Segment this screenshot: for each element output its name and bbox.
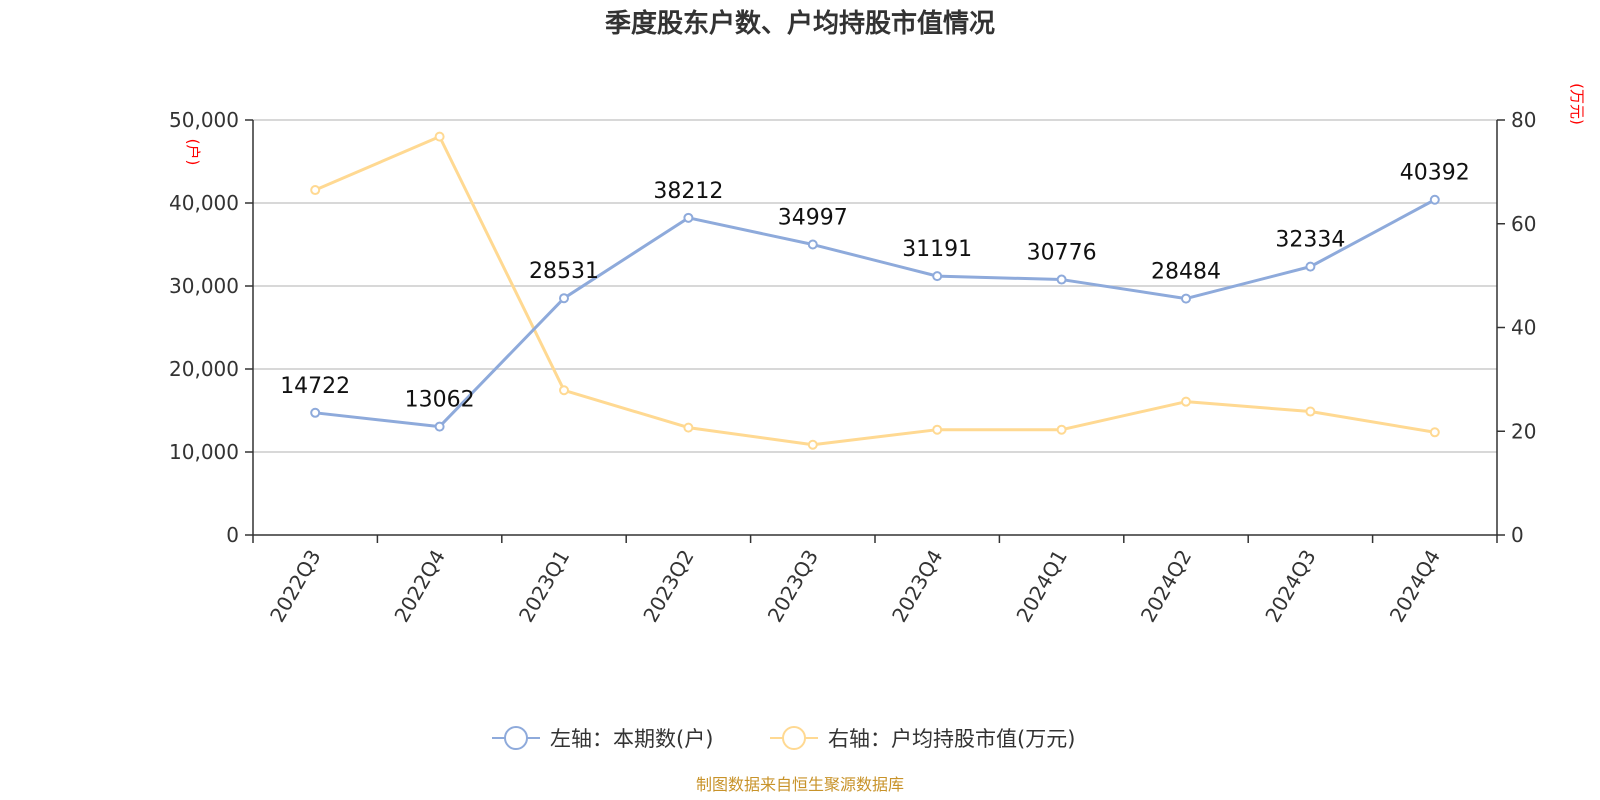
data-label: 28531 <box>529 259 599 284</box>
left-axis-tick-label: 30,000 <box>169 274 239 298</box>
legend-label: 左轴：本期数(户) <box>550 727 713 751</box>
avg-value-point <box>310 185 321 196</box>
data-label: 40392 <box>1400 161 1470 186</box>
holder-count-point <box>310 407 321 418</box>
right-axis-unit: (万元) <box>1568 83 1586 125</box>
holder-count-point <box>1181 293 1191 304</box>
x-axis-category-label: 2022Q3 <box>265 546 325 627</box>
avg-value-point <box>683 422 694 433</box>
holder-count-point <box>434 421 445 432</box>
left-axis-tick-label: 20,000 <box>169 357 239 381</box>
avg-value-point <box>434 131 445 142</box>
right-axis-tick-label: 40 <box>1511 316 1536 340</box>
avg-value-point <box>807 439 818 450</box>
x-axis-category-label: 2023Q2 <box>638 546 698 627</box>
grid-lines <box>253 119 1497 453</box>
avg-value-point <box>1305 406 1316 417</box>
legend-swatch-marker <box>782 726 806 750</box>
avg-value-point <box>559 385 569 396</box>
series-lines <box>310 131 1440 450</box>
avg-value-line <box>314 135 1436 447</box>
holder-count-point <box>559 293 569 304</box>
holder-count-point <box>1056 274 1067 285</box>
legend-item: 右轴：户均持股市值(万元) <box>770 726 1075 751</box>
left-axis-unit: (户) <box>184 139 202 166</box>
left-axis-tick-label: 50,000 <box>169 108 239 132</box>
data-label: 32334 <box>1275 228 1345 253</box>
x-axis-category-label: 2022Q4 <box>389 546 449 627</box>
x-axis-category-label: 2024Q4 <box>1385 546 1445 627</box>
x-axis-category-label: 2023Q3 <box>763 546 823 627</box>
holder-count-point <box>807 239 818 250</box>
left-axis-tick-label: 0 <box>226 523 239 547</box>
holder-count-point <box>932 271 943 282</box>
data-label: 14722 <box>280 374 350 399</box>
avg-value-point <box>1181 396 1191 407</box>
x-axis-category-label: 2023Q1 <box>514 546 574 627</box>
source-note: 制图数据来自恒生聚源数据库 <box>696 775 904 794</box>
x-axis-category-label: 2024Q3 <box>1260 546 1320 627</box>
data-labels: 14722 13062 28531 38212 34997 31191 30776 28484… <box>280 161 1470 413</box>
holder-count-point <box>1429 194 1440 205</box>
legend-item: 左轴：本期数(户) <box>492 726 713 751</box>
legend-swatch-marker <box>504 726 528 750</box>
holder-count-line <box>315 198 1436 429</box>
axes: 0 10,000 20,000 30,000 40,000 50,000 0 20 40 60 80… <box>169 108 1536 626</box>
data-label: 28484 <box>1151 260 1221 285</box>
right-axis-tick-label: 0 <box>1511 523 1524 547</box>
x-axis-category-label: 2024Q2 <box>1136 546 1196 627</box>
left-axis-tick-label: 10,000 <box>169 440 239 464</box>
data-label: 30776 <box>1027 241 1097 266</box>
avg-value-point <box>1429 427 1440 438</box>
x-axis-category-label: 2023Q4 <box>887 546 947 627</box>
holder-count-point <box>1305 261 1316 272</box>
data-label: 31191 <box>902 237 972 262</box>
data-label: 38212 <box>653 179 723 204</box>
avg-value-point <box>1056 424 1067 435</box>
right-axis-tick-label: 60 <box>1511 212 1536 236</box>
left-axis-tick-label: 40,000 <box>169 191 239 215</box>
chart-title: 季度股东户数、户均持股市值情况 <box>605 8 995 39</box>
avg-value-point <box>932 424 943 435</box>
legend: 左轴：本期数(户) 右轴：户均持股市值(万元) <box>492 726 1075 751</box>
data-label: 34997 <box>778 206 848 231</box>
holder-count-point <box>683 212 694 223</box>
right-axis-tick-label: 80 <box>1511 108 1536 132</box>
right-axis-tick-label: 20 <box>1511 419 1536 443</box>
x-axis-category-label: 2024Q1 <box>1011 546 1071 627</box>
data-label: 13062 <box>405 388 475 413</box>
legend-label: 右轴：户均持股市值(万元) <box>828 727 1075 751</box>
